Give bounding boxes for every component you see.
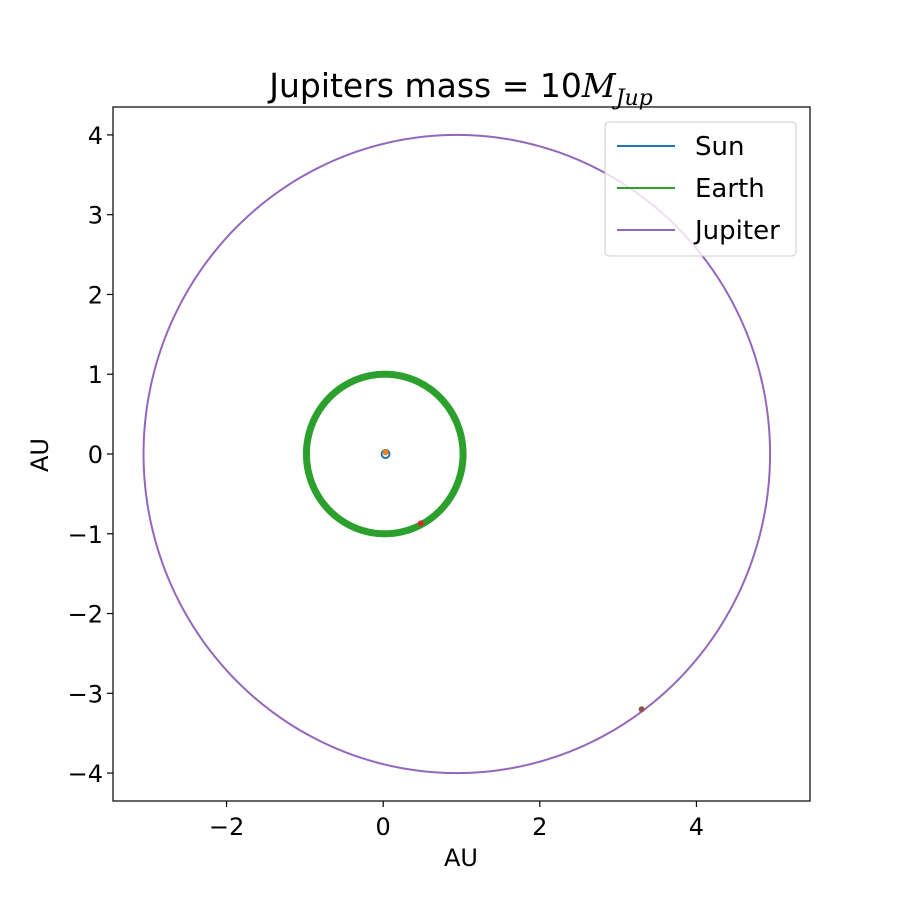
y-tick-label: 4 [88, 122, 103, 150]
end-point-marker-2 [417, 520, 424, 527]
legend-box [604, 121, 797, 257]
legend: Sun Earth Jupiter [604, 121, 797, 257]
end-point-marker-1 [382, 449, 389, 456]
x-tick-label: 0 [376, 813, 391, 841]
x-tick-label: −2 [209, 813, 244, 841]
legend-label-earth: Earth [695, 174, 765, 204]
y-tick-label: −3 [68, 680, 103, 708]
y-axis-label: AU [26, 438, 54, 472]
legend-label-sun: Sun [695, 132, 744, 162]
y-tick-label: 1 [88, 361, 103, 389]
y-tick-label: −1 [68, 521, 103, 549]
y-tick-label: −2 [68, 601, 103, 629]
y-axis: −4 −3 −2 −1 0 1 2 3 4 [68, 122, 113, 788]
series-line-earth [302, 370, 467, 538]
end-point-marker-3 [638, 706, 645, 713]
x-tick-label: 4 [689, 813, 704, 841]
chart-title: Jupiters mass = 10MJup [267, 66, 653, 111]
y-tick-label: 2 [88, 281, 103, 309]
y-tick-label: −4 [68, 760, 103, 788]
legend-label-jupiter: Jupiter [693, 216, 780, 246]
x-axis: −2 0 2 4 [209, 801, 704, 841]
x-axis-label: AU [444, 844, 478, 872]
y-tick-label: 0 [88, 441, 103, 469]
y-tick-label: 3 [88, 202, 103, 230]
x-tick-label: 2 [532, 813, 547, 841]
